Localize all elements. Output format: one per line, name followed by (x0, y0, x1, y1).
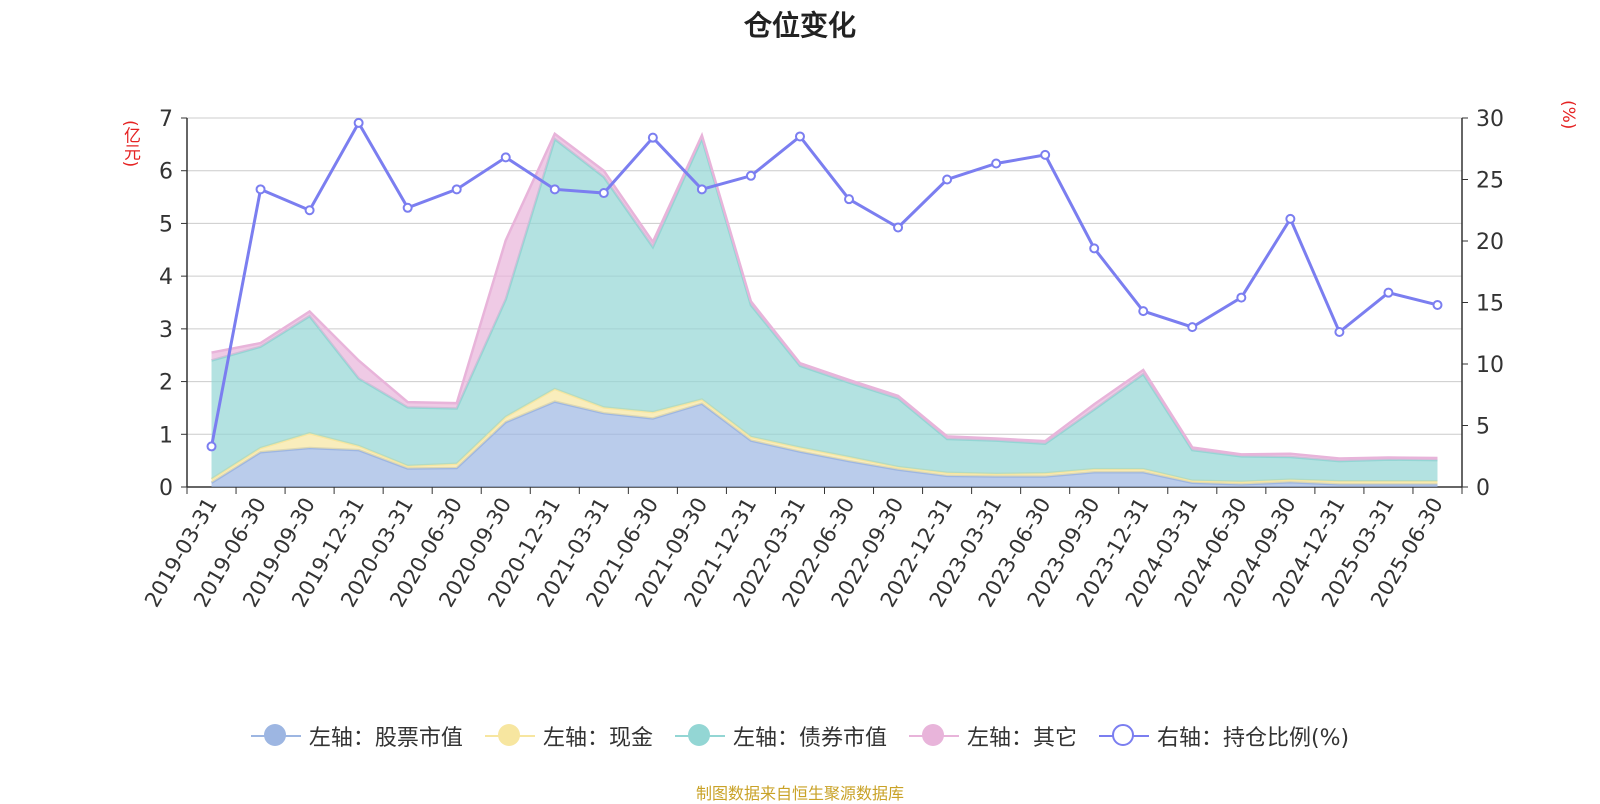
position-chart: 012345670510152025302019-03-312019-06-30… (140, 107, 1504, 611)
legend-item-cash[interactable]: 左轴：现金 (484, 720, 653, 752)
left-axis-tick-label: 4 (159, 265, 173, 290)
ratio-point (991, 158, 1002, 169)
legend-item-bond[interactable]: 左轴：债券市值 (674, 720, 887, 752)
ratio-point (255, 184, 266, 195)
right-axis-unit: (%) (1558, 100, 1578, 130)
legend-label-stock: 左轴：股票市值 (308, 726, 463, 751)
legend-dot (497, 724, 520, 746)
ratio-point (1432, 299, 1443, 310)
ratio-point (353, 117, 364, 128)
left-axis-unit: (亿元) (120, 120, 140, 168)
left-axis-tick-label: 6 (159, 160, 173, 185)
ratio-point (794, 131, 805, 142)
ratio-point (844, 194, 855, 205)
right-axis-tick-label: 30 (1476, 107, 1504, 132)
left-axis-tick-label: 0 (159, 476, 173, 501)
right-axis-tick-label: 20 (1476, 230, 1504, 255)
area-edge-other (211, 131, 1438, 460)
ratio-point (942, 174, 953, 185)
right-axis-tick-label: 15 (1476, 292, 1504, 317)
left-axis-tick-label: 7 (159, 107, 173, 132)
ratio-point (893, 222, 904, 233)
legend-item-other[interactable]: 左轴：其它 (908, 720, 1077, 752)
right-axis-tick-label: 0 (1476, 476, 1490, 501)
ratio-point (206, 441, 217, 452)
ratio-point (1089, 243, 1100, 254)
legend-swatch-cash (484, 723, 535, 749)
left-axis-tick-label: 1 (159, 423, 173, 448)
ratio-point (598, 188, 609, 199)
legend-label-other: 左轴：其它 (966, 726, 1077, 751)
ratio-point (1285, 213, 1296, 224)
left-axis-tick-label: 3 (159, 318, 173, 343)
area-cash (211, 388, 1438, 485)
right-axis-tick-label: 10 (1476, 353, 1504, 378)
ratio-point (1040, 149, 1051, 160)
ratio-point (1334, 327, 1345, 338)
area-stock (211, 401, 1438, 487)
legend-label-ratio: 右轴：持仓比例(%) (1156, 726, 1350, 751)
legend-label-cash: 左轴：现金 (542, 726, 653, 751)
legend-dot (921, 724, 944, 746)
ratio-point (1187, 322, 1198, 333)
ratio-point (304, 205, 315, 216)
ratio-point (1138, 306, 1149, 317)
ratio-point (402, 202, 413, 213)
legend-item-ratio[interactable]: 右轴：持仓比例(%) (1098, 720, 1350, 752)
ratio-point (1236, 292, 1247, 303)
legend-label-bond: 左轴：债券市值 (732, 726, 887, 751)
legend-dot (1111, 724, 1134, 746)
ratio-point (451, 184, 462, 195)
ratio-point (1383, 287, 1394, 298)
right-axis-tick-label: 5 (1476, 415, 1490, 440)
chart-legend: 左轴：股票市值 左轴：现金 左轴：债券市值 左轴：其它 右轴：持仓比例(%) (0, 720, 1600, 752)
ratio-point (647, 132, 658, 143)
ratio-point (549, 184, 560, 195)
ratio-point (745, 170, 756, 181)
legend-dot (687, 724, 710, 746)
ratio-line (210, 119, 1438, 447)
left-axis-tick-label: 5 (159, 212, 173, 237)
ratio-point (696, 184, 707, 195)
data-source-note: 制图数据来自恒生聚源数据库 (695, 784, 904, 803)
legend-swatch-bond (674, 723, 725, 749)
chart-title: 仓位变化 (743, 9, 856, 42)
left-axis-tick-label: 2 (159, 371, 173, 396)
area-bond (211, 138, 1438, 482)
legend-item-stock[interactable]: 左轴：股票市值 (250, 720, 463, 752)
ratio-point (500, 152, 511, 163)
legend-swatch-other (908, 723, 959, 749)
right-axis-tick-label: 25 (1476, 169, 1504, 194)
legend-swatch-ratio (1098, 723, 1149, 749)
legend-swatch-stock (250, 723, 301, 749)
legend-dot (263, 724, 286, 746)
